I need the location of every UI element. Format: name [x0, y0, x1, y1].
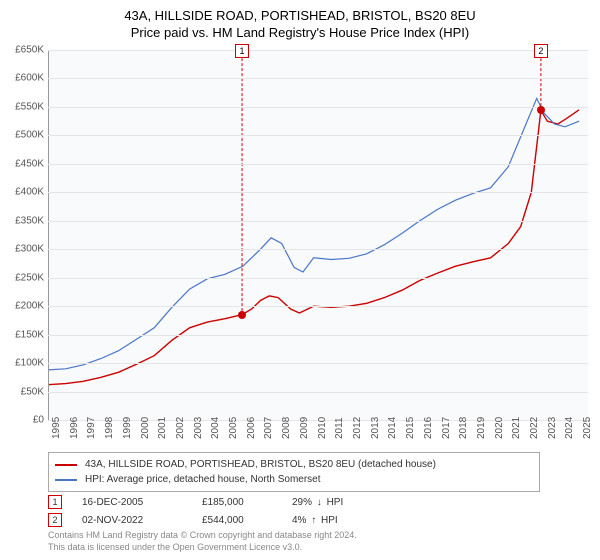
x-tick-label: 1996	[69, 417, 80, 439]
x-tick-label: 2025	[582, 417, 593, 439]
y-tick-label: £550K	[2, 101, 44, 112]
y-tick-label: £650K	[2, 45, 44, 56]
x-tick-label: 2000	[140, 417, 151, 439]
x-tick-label: 2010	[317, 417, 328, 439]
x-tick-label: 2011	[334, 417, 345, 439]
title-line2: Price paid vs. HM Land Registry's House …	[0, 25, 600, 42]
legend-swatch	[55, 479, 77, 481]
x-tick-label: 2013	[370, 417, 381, 439]
x-tick-label: 2014	[387, 417, 398, 439]
x-tick-label: 2019	[476, 417, 487, 439]
y-tick-label: £350K	[2, 215, 44, 226]
y-tick-label: £250K	[2, 272, 44, 283]
sale-date: 16-DEC-2005	[82, 497, 202, 508]
x-tick-label: 2002	[175, 417, 186, 439]
series-line	[48, 110, 579, 385]
gridline-h	[48, 107, 588, 108]
sales-row: 1 16-DEC-2005£185,00029% ↓ HPI	[48, 493, 402, 511]
x-tick-label: 2005	[228, 417, 239, 439]
x-tick-label: 2008	[281, 417, 292, 439]
x-tick-label: 2016	[423, 417, 434, 439]
x-tick-label: 2003	[193, 417, 204, 439]
x-tick-label: 2007	[263, 417, 274, 439]
x-tick-label: 2024	[564, 417, 575, 439]
gridline-h	[48, 249, 588, 250]
x-tick-label: 2001	[157, 417, 168, 439]
legend-swatch	[55, 464, 77, 466]
sale-marker-box: 1	[235, 44, 249, 58]
x-tick-label: 2018	[458, 417, 469, 439]
gridline-h	[48, 135, 588, 136]
footer-attribution: Contains HM Land Registry data © Crown c…	[48, 530, 357, 553]
gridline-h	[48, 50, 588, 51]
sale-price: £185,000	[202, 497, 292, 508]
gridline-h	[48, 306, 588, 307]
title-line1: 43A, HILLSIDE ROAD, PORTISHEAD, BRISTOL,…	[124, 8, 475, 23]
sale-date: 02-NOV-2022	[82, 515, 202, 526]
sale-price: £544,000	[202, 515, 292, 526]
legend-label: HPI: Average price, detached house, Nort…	[85, 472, 321, 487]
gridline-h	[48, 278, 588, 279]
x-tick-label: 2009	[299, 417, 310, 439]
y-tick-label: £500K	[2, 130, 44, 141]
y-tick-label: £200K	[2, 301, 44, 312]
x-tick-label: 2022	[529, 417, 540, 439]
sales-marker-icon: 2	[48, 513, 62, 527]
sales-marker-icon: 1	[48, 495, 62, 509]
footer-line2: This data is licensed under the Open Gov…	[48, 542, 357, 554]
x-tick-label: 2012	[352, 417, 363, 439]
x-tick-label: 1995	[51, 417, 62, 439]
gridline-h	[48, 363, 588, 364]
sale-marker-box: 2	[534, 44, 548, 58]
y-tick-label: £400K	[2, 187, 44, 198]
y-tick-label: £150K	[2, 329, 44, 340]
legend-item: 43A, HILLSIDE ROAD, PORTISHEAD, BRISTOL,…	[55, 457, 533, 472]
x-tick-label: 2021	[511, 417, 522, 439]
sales-row: 2 02-NOV-2022£544,0004% ↑ HPI	[48, 511, 402, 529]
chart-container: 43A, HILLSIDE ROAD, PORTISHEAD, BRISTOL,…	[0, 0, 600, 560]
footer-line1: Contains HM Land Registry data © Crown c…	[48, 530, 357, 542]
legend-label: 43A, HILLSIDE ROAD, PORTISHEAD, BRISTOL,…	[85, 457, 436, 472]
y-tick-label: £0	[2, 415, 44, 426]
gridline-h	[48, 335, 588, 336]
x-tick-label: 2015	[405, 417, 416, 439]
plot-area: £0£50K£100K£150K£200K£250K£300K£350K£400…	[48, 50, 588, 420]
y-tick-label: £50K	[2, 386, 44, 397]
x-tick-label: 1998	[104, 417, 115, 439]
sales-table: 1 16-DEC-2005£185,00029% ↓ HPI 2 02-NOV-202…	[48, 493, 402, 529]
sale-pct-vs-hpi: 29% ↓ HPI	[292, 497, 402, 508]
legend: 43A, HILLSIDE ROAD, PORTISHEAD, BRISTOL,…	[48, 452, 540, 492]
x-tick-label: 1997	[86, 417, 97, 439]
gridline-h	[48, 192, 588, 193]
chart-title: 43A, HILLSIDE ROAD, PORTISHEAD, BRISTOL,…	[0, 0, 600, 42]
gridline-h	[48, 392, 588, 393]
series-line	[48, 98, 579, 370]
x-tick-label: 1999	[122, 417, 133, 439]
x-tick-label: 2006	[246, 417, 257, 439]
x-tick-label: 2017	[441, 417, 452, 439]
y-tick-label: £300K	[2, 244, 44, 255]
x-tick-label: 2004	[210, 417, 221, 439]
legend-item: HPI: Average price, detached house, Nort…	[55, 472, 533, 487]
x-tick-label: 2023	[547, 417, 558, 439]
sale-pct-vs-hpi: 4% ↑ HPI	[292, 515, 402, 526]
gridline-h	[48, 164, 588, 165]
line-series-svg	[48, 50, 588, 420]
gridline-h	[48, 78, 588, 79]
y-tick-label: £450K	[2, 158, 44, 169]
sale-marker-dot	[537, 106, 545, 114]
gridline-h	[48, 221, 588, 222]
x-tick-label: 2020	[494, 417, 505, 439]
y-tick-label: £100K	[2, 358, 44, 369]
y-tick-label: £600K	[2, 73, 44, 84]
sale-marker-dot	[238, 311, 246, 319]
